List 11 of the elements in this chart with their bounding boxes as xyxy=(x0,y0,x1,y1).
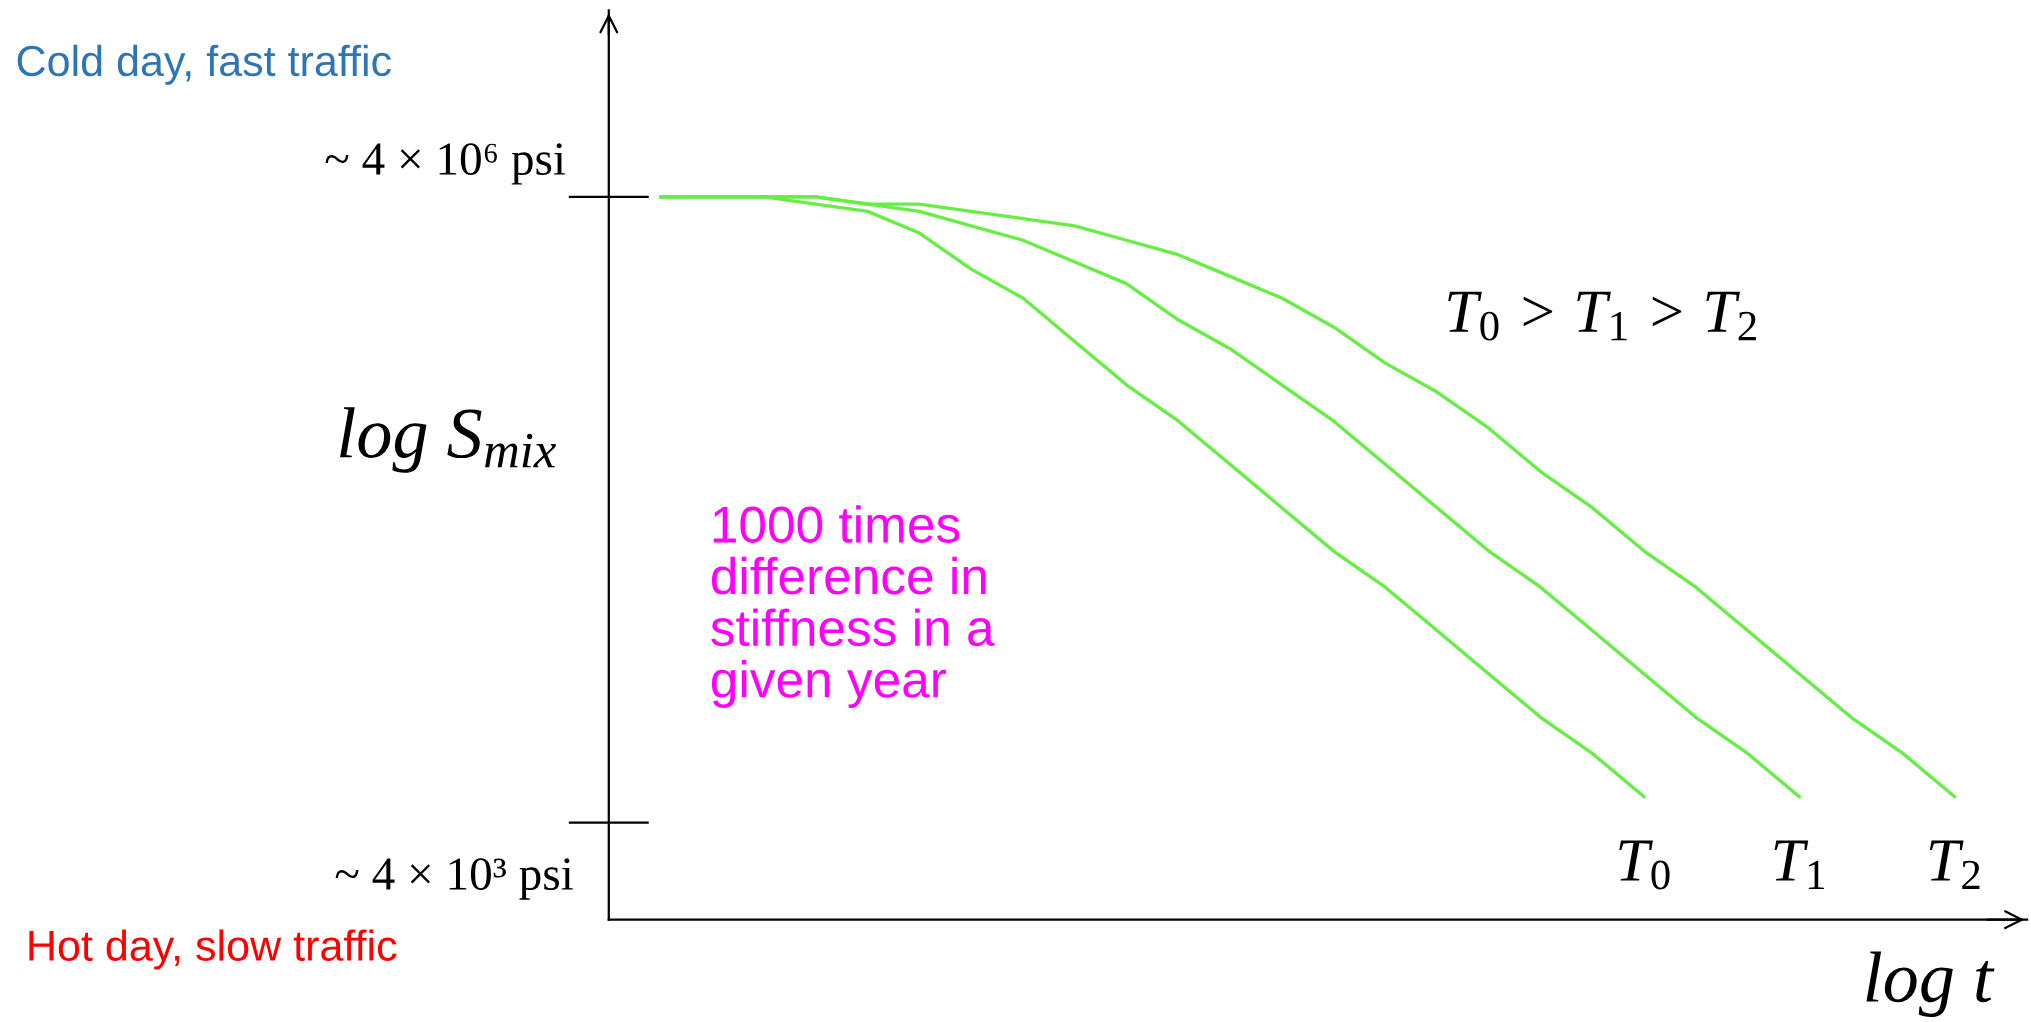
series-label: T$_{0}$ xyxy=(1619,840,1670,890)
y-axis-title: log S$_{mix}$ xyxy=(340,407,556,473)
annotation: 1000 times difference in stiffness in a given year xyxy=(711,505,995,708)
text: ~ 4 × 10⁶ psi xyxy=(325,143,566,185)
series-label: T$_{2}$ xyxy=(1929,840,1980,889)
text: ~ 4 × 10³ psi xyxy=(335,858,573,900)
text: Cold day, fast traffic xyxy=(17,44,391,85)
text: Hot day, slow traffic xyxy=(29,929,397,970)
series-label: T$_{1}$ xyxy=(1774,840,1824,889)
x-axis-title: log t xyxy=(1866,951,1995,1017)
annotation: T$_{0}$ > T$_{1}$ > T$_{2}$ xyxy=(1448,291,1756,341)
